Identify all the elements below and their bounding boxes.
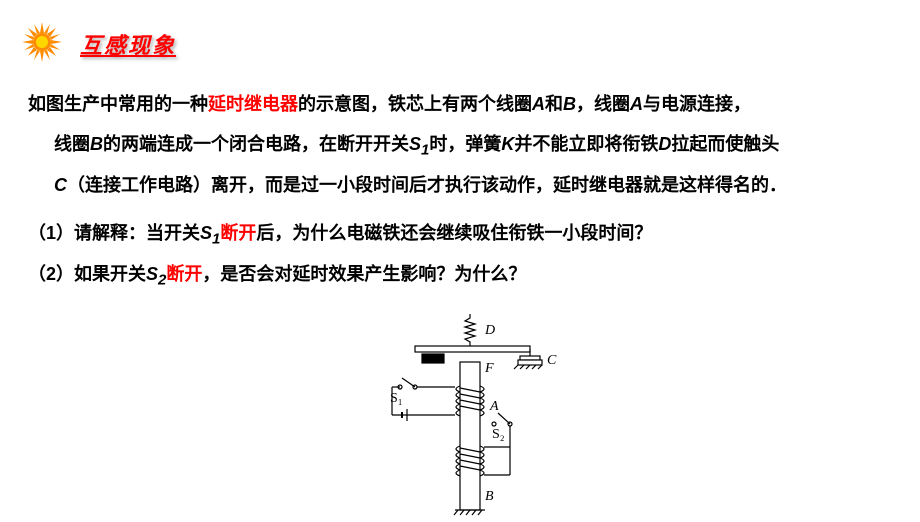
paragraph-2: 线圈B的两端连成一个闭合电路，在断开开关S1时，弹簧K并不能立即将衔铁D拉起而使… [28, 125, 892, 167]
text: 与电源连接， [643, 94, 751, 114]
text: 和 [545, 94, 563, 114]
label-S2: S₂ [492, 427, 505, 442]
questions-block: （1）请解释：当开关S1断开后，为什么电磁铁还会继续吸住衔铁一小段时间？ （2）… [28, 214, 892, 297]
var-K: K [501, 134, 514, 154]
emphasis: 断开 [220, 223, 256, 243]
text: 拉起而使触头 [671, 134, 779, 154]
text: 时，弹簧 [429, 134, 501, 154]
text: 线圈 [54, 134, 90, 154]
text: 后，为什么电磁铁还会继续吸住衔铁一小段时间？ [256, 223, 652, 243]
text: （1）请解释：当开关 [28, 223, 200, 243]
label-C: C [547, 353, 557, 368]
text: 的示意图，铁芯上有两个线圈 [298, 94, 532, 114]
var-B: B [90, 134, 103, 154]
paragraph-3: C（连接工作电路）离开，而是过一小段时间后才执行该动作，延时继电器就是这样得名的… [28, 166, 892, 206]
text: （2）如果开关 [28, 264, 146, 284]
var-S: S [200, 223, 212, 243]
label-F: F [484, 361, 494, 376]
paragraph-1: 如图生产中常用的一种延时继电器的示意图，铁芯上有两个线圈A和B，线圈A与电源连接… [28, 85, 892, 125]
emphasis: 断开 [166, 264, 202, 284]
var-B: B [563, 94, 576, 114]
var-A: A [532, 94, 545, 114]
text: ，线圈 [576, 94, 630, 114]
var-S: S [409, 134, 421, 154]
emphasis-term: 延时继电器 [208, 94, 298, 114]
text: 的两端连成一个闭合电路，在断开开关 [103, 134, 409, 154]
question-1: （1）请解释：当开关S1断开后，为什么电磁铁还会继续吸住衔铁一小段时间？ [28, 214, 892, 256]
text: 如图生产中常用的一种 [28, 94, 208, 114]
label-D: D [484, 323, 495, 338]
question-2: （2）如果开关S2断开，是否会对延时效果产生影响？为什么？ [28, 255, 892, 297]
var-D: D [658, 134, 671, 154]
sun-decoration-icon [20, 20, 64, 69]
text: （连接工作电路）离开，而是过一小段时间后才执行该动作，延时继电器就是这样得名的． [67, 175, 787, 195]
page-title: 互感现象 [80, 33, 176, 58]
text: 并不能立即将衔铁 [514, 134, 658, 154]
var-S: S [146, 264, 158, 284]
label-A: A [489, 399, 499, 414]
var-C: C [54, 175, 67, 195]
var-A: A [630, 94, 643, 114]
relay-diagram: D C F A [360, 312, 570, 522]
label-B: B [485, 489, 494, 504]
text: ，是否会对延时效果产生影响？为什么？ [202, 264, 526, 284]
content-body: 如图生产中常用的一种延时继电器的示意图，铁芯上有两个线圈A和B，线圈A与电源连接… [28, 85, 892, 297]
title-container: 互感现象 [80, 28, 176, 60]
